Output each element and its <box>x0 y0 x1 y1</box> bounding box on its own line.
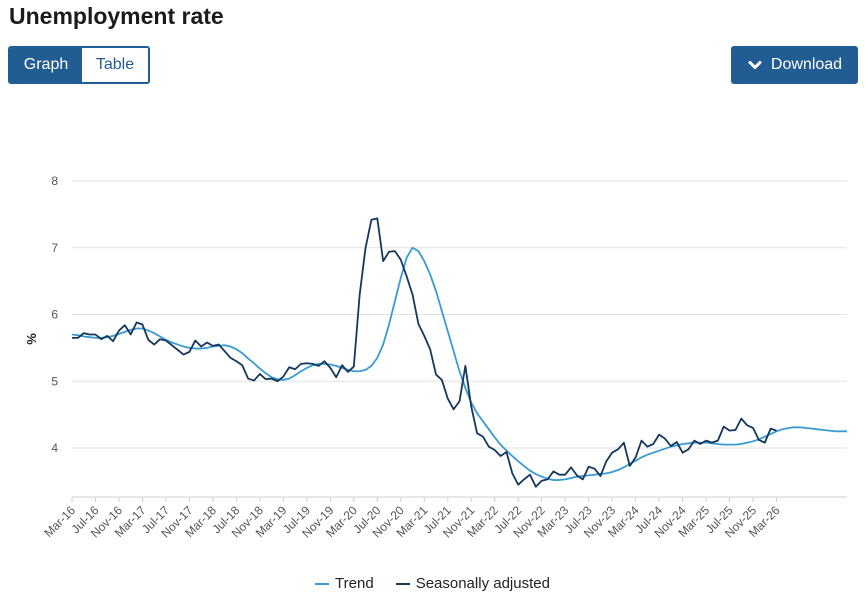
view-toggle: Graph Table <box>8 46 150 84</box>
y-axis: 4 5 6 7 8 <box>51 174 58 455</box>
chevron-down-icon <box>747 57 763 73</box>
seasonally-adjusted-line <box>72 217 777 488</box>
x-axis: Mar-16Jul-16Nov-16Mar-17Jul-17Nov-17Mar-… <box>41 497 783 540</box>
legend: Trend Seasonally adjusted <box>0 575 865 592</box>
legend-label-trend: Trend <box>335 575 374 592</box>
gridlines <box>72 180 847 498</box>
download-button[interactable]: Download <box>731 46 858 84</box>
page-title: Unemployment rate <box>9 3 224 29</box>
y-tick-label: 4 <box>51 441 58 455</box>
graph-tab[interactable]: Graph <box>10 48 82 82</box>
y-tick-label: 7 <box>51 241 58 255</box>
download-label: Download <box>770 56 843 73</box>
trend-line <box>71 246 847 481</box>
trend-swatch <box>315 582 330 585</box>
y-tick-label: 6 <box>51 308 58 322</box>
legend-item-trend[interactable]: Trend <box>315 575 374 592</box>
y-tick-label: 8 <box>51 174 58 188</box>
table-tab[interactable]: Table <box>82 48 148 82</box>
y-tick-label: 5 <box>51 374 58 388</box>
series-lines <box>71 217 847 488</box>
y-axis-label: % <box>24 333 39 345</box>
legend-label-seasonally-adjusted: Seasonally adjusted <box>415 575 550 592</box>
seasonally-adjusted-swatch <box>395 582 410 585</box>
legend-item-seasonally-adjusted[interactable]: Seasonally adjusted <box>395 575 550 592</box>
